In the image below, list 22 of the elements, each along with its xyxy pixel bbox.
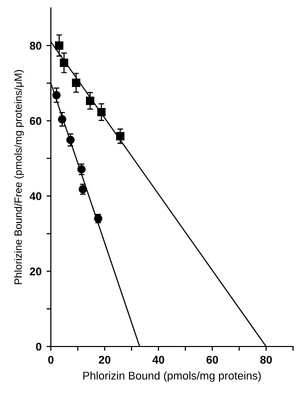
y-tick-label: 20 (30, 268, 42, 276)
point (58, 115, 66, 124)
point (77, 165, 86, 174)
x-tick-label: 80 (260, 356, 272, 364)
point (60, 58, 68, 68)
point (52, 91, 61, 100)
x-tick-label: 40 (152, 356, 164, 364)
y-tick-label: 80 (30, 42, 42, 50)
x-tick-label: 20 (98, 356, 110, 364)
point (55, 41, 64, 50)
y-tick-label: 60 (30, 117, 42, 125)
x-tick-label: 0 (48, 356, 54, 364)
point (116, 132, 124, 140)
x-tick-label: 60 (206, 356, 218, 364)
x-axis-title: Phlorizin Bound (pmols/mg proteins) (83, 371, 261, 382)
point (86, 96, 94, 106)
y-tick-label: 40 (30, 192, 42, 200)
point (72, 78, 80, 87)
point (97, 108, 106, 116)
point (66, 136, 75, 144)
y-tick-label: 0 (36, 342, 42, 351)
y-axis-title: Phlorizine Bound/Free (pmols/mg proteins/μM) (14, 70, 24, 284)
